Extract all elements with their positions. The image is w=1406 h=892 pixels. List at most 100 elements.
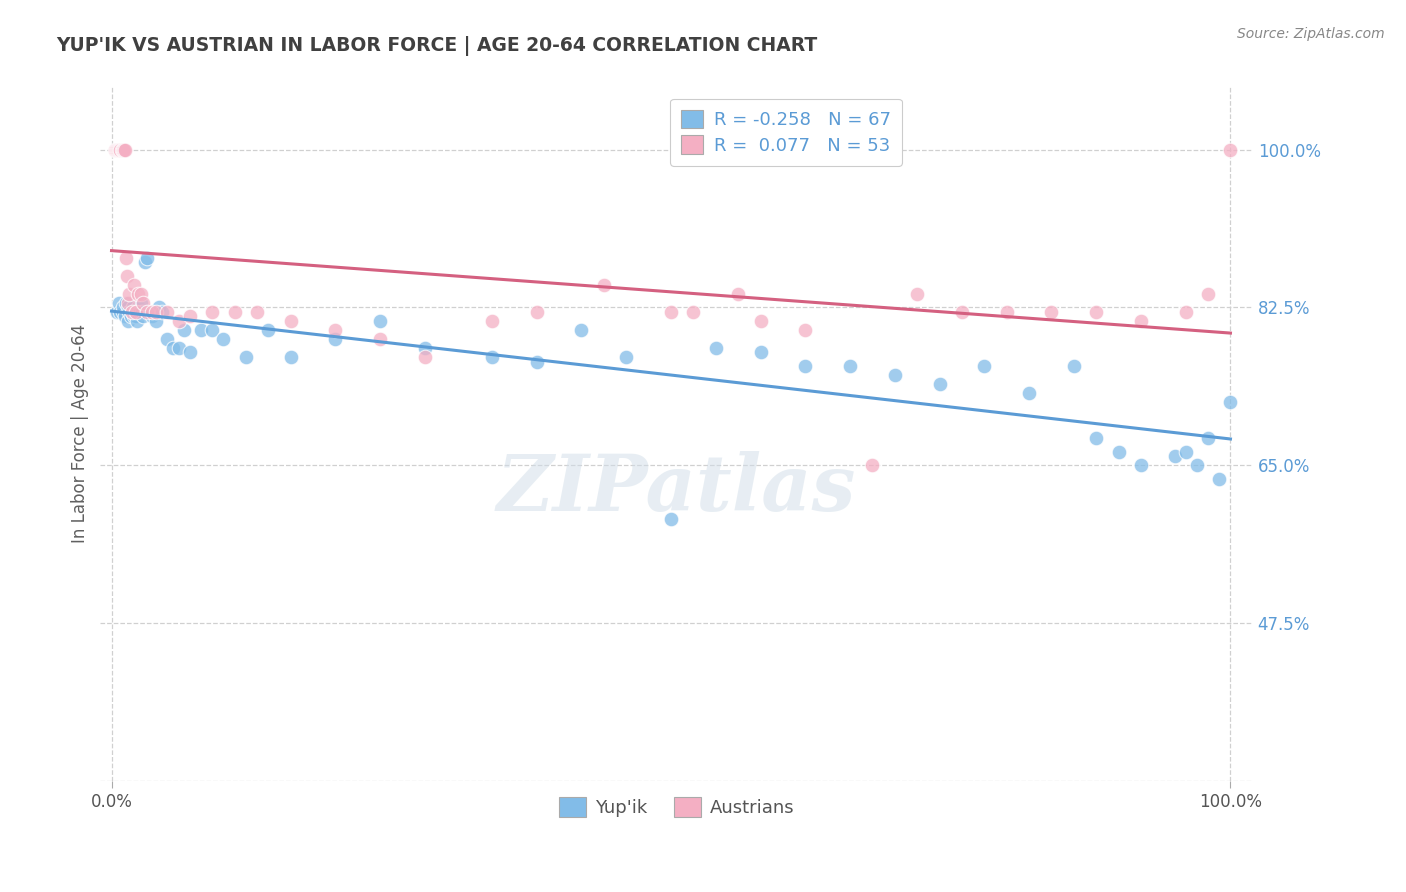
Point bbox=[526, 305, 548, 319]
Point bbox=[749, 345, 772, 359]
Point bbox=[995, 305, 1018, 319]
Point bbox=[112, 143, 135, 157]
Legend: Yup'ik, Austrians: Yup'ik, Austrians bbox=[551, 789, 801, 824]
Point bbox=[121, 305, 143, 319]
Point bbox=[110, 143, 132, 157]
Point bbox=[682, 305, 704, 319]
Point bbox=[136, 251, 159, 265]
Point bbox=[118, 305, 141, 319]
Point bbox=[659, 512, 682, 526]
Point bbox=[127, 301, 149, 315]
Point bbox=[118, 286, 141, 301]
Point bbox=[323, 323, 346, 337]
Point bbox=[246, 305, 269, 319]
Point bbox=[1197, 286, 1219, 301]
Point bbox=[201, 323, 224, 337]
Point bbox=[481, 314, 503, 328]
Point bbox=[224, 305, 246, 319]
Point bbox=[156, 332, 179, 346]
Point bbox=[117, 314, 139, 328]
Point bbox=[727, 286, 749, 301]
Point bbox=[110, 143, 132, 157]
Point bbox=[1174, 444, 1197, 458]
Point bbox=[120, 310, 142, 324]
Point bbox=[114, 310, 136, 324]
Point bbox=[121, 301, 143, 315]
Point bbox=[132, 296, 155, 310]
Point bbox=[108, 143, 131, 157]
Point bbox=[110, 305, 132, 319]
Point bbox=[1174, 305, 1197, 319]
Point bbox=[179, 310, 201, 324]
Point bbox=[950, 305, 973, 319]
Point bbox=[212, 332, 235, 346]
Point bbox=[117, 301, 139, 315]
Point bbox=[145, 314, 167, 328]
Point bbox=[1085, 431, 1108, 445]
Point bbox=[122, 277, 145, 292]
Point bbox=[323, 332, 346, 346]
Point bbox=[150, 305, 173, 319]
Point bbox=[127, 314, 149, 328]
Point bbox=[839, 359, 862, 373]
Point bbox=[1197, 431, 1219, 445]
Point bbox=[167, 314, 190, 328]
Point bbox=[167, 341, 190, 355]
Point bbox=[156, 305, 179, 319]
Point bbox=[883, 368, 905, 382]
Point bbox=[481, 350, 503, 364]
Point bbox=[1208, 472, 1230, 486]
Point bbox=[614, 350, 637, 364]
Point bbox=[125, 305, 148, 319]
Y-axis label: In Labor Force | Age 20-64: In Labor Force | Age 20-64 bbox=[72, 324, 89, 543]
Point bbox=[1085, 305, 1108, 319]
Point bbox=[1163, 449, 1185, 463]
Point bbox=[173, 323, 195, 337]
Point bbox=[115, 268, 138, 283]
Point bbox=[280, 350, 302, 364]
Point bbox=[973, 359, 995, 373]
Point bbox=[134, 255, 156, 269]
Point bbox=[110, 143, 132, 157]
Point bbox=[368, 314, 391, 328]
Point bbox=[1129, 314, 1152, 328]
Point bbox=[257, 323, 280, 337]
Text: ZIPatlas: ZIPatlas bbox=[496, 451, 856, 527]
Point bbox=[1219, 143, 1241, 157]
Point bbox=[105, 305, 128, 319]
Point bbox=[794, 323, 817, 337]
Point bbox=[1129, 458, 1152, 473]
Point bbox=[280, 314, 302, 328]
Point bbox=[1185, 458, 1208, 473]
Point bbox=[190, 323, 212, 337]
Point bbox=[749, 314, 772, 328]
Point bbox=[141, 310, 163, 324]
Text: YUP'IK VS AUSTRIAN IN LABOR FORCE | AGE 20-64 CORRELATION CHART: YUP'IK VS AUSTRIAN IN LABOR FORCE | AGE … bbox=[56, 36, 817, 55]
Point bbox=[132, 310, 155, 324]
Point bbox=[129, 286, 152, 301]
Point bbox=[117, 296, 139, 310]
Point bbox=[124, 305, 146, 319]
Point bbox=[162, 341, 184, 355]
Point bbox=[114, 143, 136, 157]
Point bbox=[368, 332, 391, 346]
Point bbox=[413, 350, 436, 364]
Point bbox=[526, 354, 548, 368]
Point bbox=[111, 143, 134, 157]
Point bbox=[122, 310, 145, 324]
Point bbox=[928, 377, 950, 392]
Point bbox=[127, 286, 149, 301]
Point bbox=[145, 305, 167, 319]
Point bbox=[794, 359, 817, 373]
Point bbox=[111, 305, 134, 319]
Point bbox=[659, 305, 682, 319]
Point bbox=[860, 458, 883, 473]
Point bbox=[122, 305, 145, 319]
Point bbox=[105, 143, 128, 157]
Point bbox=[138, 305, 160, 319]
Point bbox=[592, 277, 614, 292]
Point bbox=[148, 301, 170, 315]
Point bbox=[111, 143, 134, 157]
Point bbox=[1219, 395, 1241, 409]
Point bbox=[413, 341, 436, 355]
